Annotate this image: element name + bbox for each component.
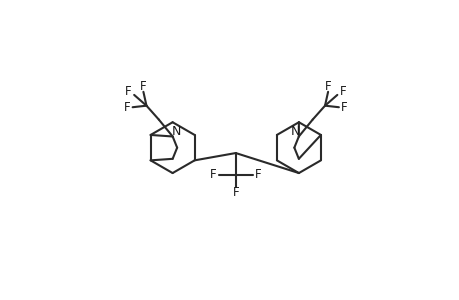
Text: F: F — [140, 80, 146, 93]
Text: F: F — [123, 101, 130, 114]
Text: F: F — [340, 101, 347, 114]
Text: F: F — [340, 85, 346, 98]
Text: F: F — [232, 186, 239, 199]
Text: N: N — [290, 125, 299, 138]
Text: F: F — [210, 168, 216, 181]
Text: F: F — [254, 168, 261, 181]
Text: N: N — [172, 125, 181, 138]
Text: F: F — [124, 85, 131, 98]
Text: F: F — [324, 80, 330, 93]
